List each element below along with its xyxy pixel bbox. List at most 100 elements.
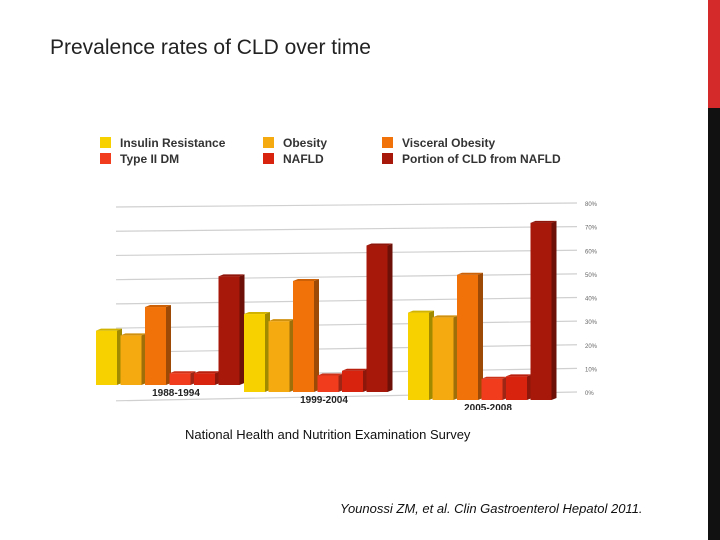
bar-top — [293, 278, 319, 281]
bar-front — [96, 330, 117, 385]
bar-front — [457, 274, 478, 400]
bar-front — [268, 321, 290, 392]
gridline — [115, 202, 578, 208]
bar-front — [408, 312, 429, 400]
bar-front — [530, 222, 552, 400]
bar-front — [506, 376, 527, 400]
bar-top — [342, 368, 368, 371]
bar-top — [457, 272, 483, 275]
bar-front — [244, 314, 265, 392]
chart-caption: National Health and Nutrition Examinatio… — [185, 427, 471, 442]
bar-side — [239, 274, 245, 385]
bar-side — [387, 243, 393, 392]
bar-top — [96, 328, 122, 331]
legend-item: Type II DM — [100, 152, 179, 166]
bar — [244, 312, 270, 392]
legend-swatch — [382, 153, 393, 164]
legend-swatch — [100, 137, 111, 148]
bar — [481, 376, 508, 400]
bar-side — [166, 305, 171, 385]
bar-top — [530, 220, 557, 223]
x-category-label: 1999-2004 — [300, 395, 348, 406]
accent-bar-black — [708, 108, 720, 540]
y-tick-label: 60% — [585, 249, 598, 255]
bar-front — [169, 373, 191, 385]
bar-front — [194, 373, 215, 385]
gridline — [115, 320, 578, 329]
bar-top — [408, 310, 434, 313]
bar — [432, 315, 459, 400]
y-tick-label: 10% — [585, 367, 598, 373]
legend-item: Portion of CLD from NAFLD — [382, 152, 561, 166]
bar-top — [268, 319, 295, 322]
legend-label: Insulin Resistance — [120, 136, 226, 150]
x-category-label: 1988-1994 — [152, 388, 200, 399]
y-tick-label: 80% — [585, 202, 598, 208]
y-tick-label: 30% — [585, 320, 598, 326]
bar-front — [342, 370, 363, 392]
gridline — [115, 296, 578, 305]
bar-side — [551, 220, 557, 400]
legend-swatch — [100, 153, 111, 164]
legend-label: Visceral Obesity — [402, 136, 495, 150]
bar-top — [317, 373, 344, 376]
legend-item: NAFLD — [263, 152, 324, 166]
bar-front — [120, 335, 142, 385]
gridline — [115, 249, 578, 257]
legend-swatch — [263, 153, 274, 164]
legend-label: Obesity — [283, 136, 327, 150]
bar-top — [194, 371, 220, 374]
legend-item: Insulin Resistance — [100, 136, 226, 150]
y-tick-label: 40% — [585, 297, 598, 303]
bar — [293, 278, 319, 392]
legend-label: Portion of CLD from NAFLD — [402, 152, 561, 166]
citation: Younossi ZM, et al. Clin Gastroenterol H… — [340, 501, 643, 516]
gridline — [115, 226, 578, 232]
bar-top — [244, 312, 270, 315]
slide-title: Prevalence rates of CLD over time — [50, 36, 371, 59]
bar-front — [293, 280, 314, 392]
legend-swatch — [263, 137, 274, 148]
gridline — [115, 273, 578, 281]
bar-front — [432, 317, 454, 400]
bar-top — [218, 274, 245, 277]
legend-item: Obesity — [263, 136, 327, 150]
bar-top — [366, 243, 393, 246]
bar-side — [314, 278, 319, 392]
bar-top — [145, 305, 171, 308]
legend-item: Visceral Obesity — [382, 136, 495, 150]
bar-front — [317, 375, 339, 392]
bar — [120, 333, 147, 385]
y-tick-label: 70% — [585, 226, 598, 232]
gridline — [115, 344, 578, 353]
bar — [506, 374, 532, 400]
bar — [457, 272, 483, 400]
bar — [194, 371, 220, 385]
bar — [169, 371, 196, 385]
bar — [96, 328, 122, 385]
bar — [218, 274, 245, 385]
legend-label: Type II DM — [120, 152, 179, 166]
accent-bar-red — [708, 0, 720, 108]
bar-front — [481, 378, 503, 400]
x-category-label: 2005-2008 — [464, 403, 512, 410]
y-tick-label: 0% — [585, 391, 594, 397]
bar — [342, 368, 368, 392]
bar-top — [506, 374, 532, 377]
bar — [268, 319, 295, 392]
bar — [366, 243, 393, 392]
bar — [530, 220, 557, 400]
legend-swatch — [382, 137, 393, 148]
y-tick-label: 20% — [585, 344, 598, 350]
bar-front — [145, 307, 166, 385]
prevalence-bar-chart: Insulin Resistance Obesity Visceral Obesit… — [96, 136, 598, 410]
bar-top — [169, 371, 196, 374]
bar — [317, 373, 344, 392]
legend-label: NAFLD — [283, 152, 324, 166]
bar-side — [478, 272, 483, 400]
y-tick-label: 50% — [585, 273, 598, 279]
bar-top — [432, 315, 459, 318]
bar-top — [481, 376, 508, 379]
bar — [408, 310, 434, 400]
bar — [145, 305, 171, 385]
